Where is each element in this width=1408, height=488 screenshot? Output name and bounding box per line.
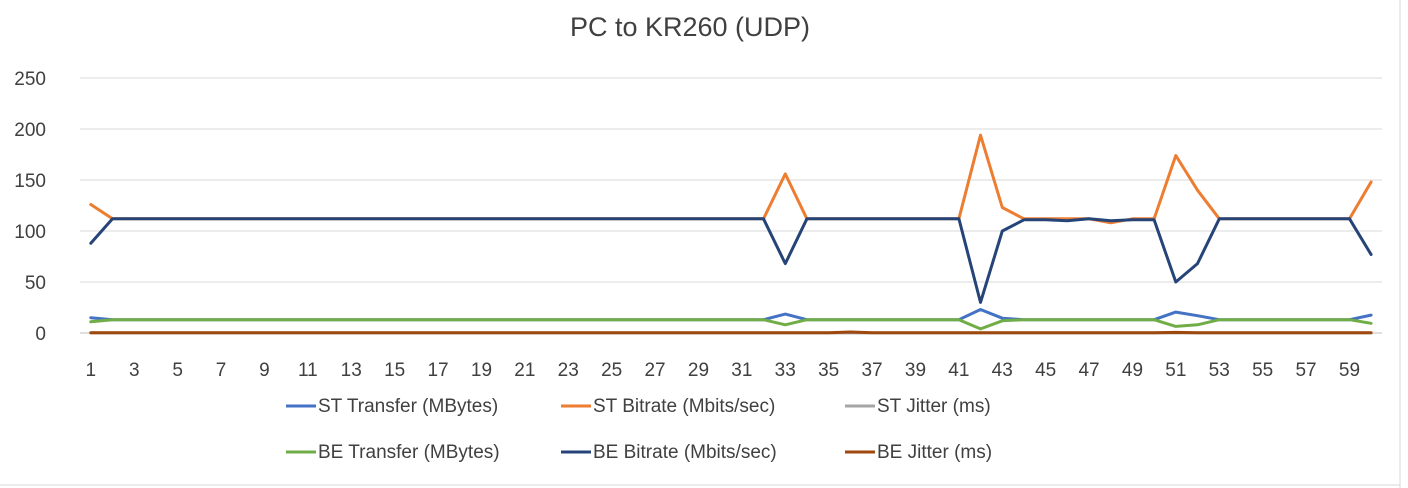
x-tick-label: 27 [644, 360, 665, 381]
y-tick-label: 250 [14, 69, 46, 90]
x-tick-label: 37 [861, 360, 882, 381]
series-line-5 [89, 330, 1373, 335]
y-tick-label: 200 [14, 120, 46, 141]
x-tick-label: 3 [129, 360, 140, 381]
x-tick-label: 47 [1078, 360, 1099, 381]
x-tick-label: 13 [341, 360, 362, 381]
x-tick-label: 9 [259, 360, 270, 381]
x-tick-label: 29 [688, 360, 709, 381]
legend-entry: BE Transfer (MBytes) [318, 442, 500, 463]
x-tick-label: 17 [427, 360, 448, 381]
x-tick-label: 49 [1122, 360, 1143, 381]
y-tick-label: 0 [35, 324, 46, 345]
legend-entry: ST Transfer (MBytes) [318, 396, 498, 417]
series-line-1 [89, 133, 1373, 225]
x-axis-tick-labels: 1 3 5 7 9 11 13 15 17 19 21 23 25 27 29 31 33 35 37 39 41 43 4… [86, 360, 1360, 381]
series-line-4 [89, 217, 1373, 304]
x-tick-label: 1 [86, 360, 97, 381]
x-tick-label: 33 [775, 360, 796, 381]
x-tick-label: 41 [948, 360, 969, 381]
x-tick-label: 59 [1339, 360, 1360, 381]
x-tick-label: 57 [1295, 360, 1316, 381]
x-tick-label: 11 [298, 360, 318, 381]
legend: ST Transfer (MBytes) ST Bitrate (Mbits/se… [286, 396, 992, 463]
legend-entry: ST Jitter (ms) [877, 396, 991, 417]
legend-entry: BE Bitrate (Mbits/sec) [593, 442, 777, 463]
x-tick-label: 19 [471, 360, 492, 381]
x-tick-label: 39 [905, 360, 926, 381]
x-tick-label: 21 [514, 360, 535, 381]
legend-entry: ST Bitrate (Mbits/sec) [593, 396, 775, 417]
chart-title: PC to KR260 (UDP) [569, 12, 811, 42]
series-lines [89, 133, 1373, 335]
series-line-3 [89, 318, 1373, 331]
x-tick-label: 53 [1209, 360, 1230, 381]
gridlines [80, 77, 1382, 334]
x-tick-label: 23 [558, 360, 579, 381]
legend-entry: BE Jitter (ms) [877, 442, 992, 463]
y-tick-label: 50 [25, 273, 46, 294]
x-tick-label: 51 [1165, 360, 1186, 381]
x-tick-label: 43 [992, 360, 1013, 381]
x-tick-label: 35 [818, 360, 839, 381]
series-line-0 [89, 308, 1373, 322]
x-tick-label: 55 [1252, 360, 1273, 381]
y-tick-label: 100 [14, 222, 46, 243]
x-tick-label: 5 [172, 360, 183, 381]
x-tick-label: 45 [1035, 360, 1056, 381]
x-tick-label: 25 [601, 360, 622, 381]
x-tick-label: 7 [216, 360, 227, 381]
y-tick-label: 150 [14, 171, 46, 192]
x-tick-label: 15 [384, 360, 405, 381]
x-tick-label: 31 [731, 360, 752, 381]
y-axis-tick-labels: 0 50 100 150 200 250 [14, 69, 46, 345]
